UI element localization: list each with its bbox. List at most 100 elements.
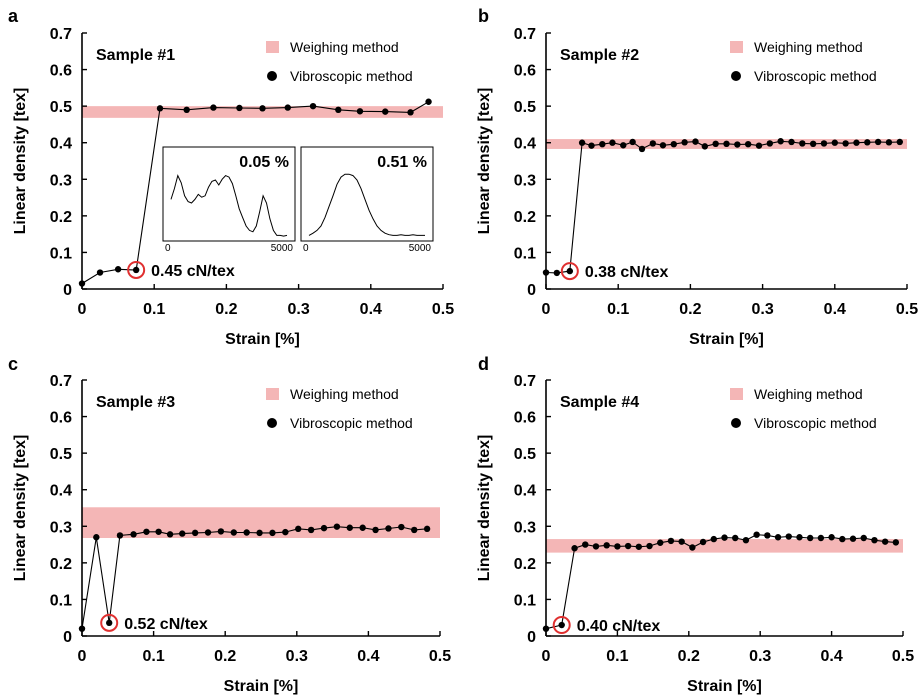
- data-point: [820, 140, 828, 147]
- inset-label: 0.05 %: [239, 154, 289, 171]
- data-point: [256, 529, 263, 537]
- data-point: [788, 138, 795, 146]
- panel-d: d 0 0.1 0.2 0.3 0.4 0.5 0.6 0.7 0 0.1 0.2 0.3 0.4 0.5 S…: [476, 354, 914, 695]
- data-point: [542, 625, 550, 632]
- data-point: [599, 140, 606, 148]
- x-tick-label: 0.1: [142, 648, 164, 665]
- data-point: [635, 543, 643, 550]
- data-point: [592, 543, 600, 550]
- data-point: [155, 528, 162, 535]
- sample-title: Sample #3: [96, 394, 175, 411]
- y-axis-label: Linear density [tex]: [12, 435, 29, 582]
- inset-spectrum-line: [170, 174, 288, 237]
- data-point: [335, 106, 342, 114]
- data-point: [259, 105, 266, 112]
- legend-vibroscopic-label: Vibroscopic method: [754, 68, 877, 84]
- data-point: [871, 536, 878, 544]
- data-point: [774, 534, 782, 541]
- legend-weighing-label: Weighing method: [290, 39, 399, 55]
- legend-weighing-label: Weighing method: [754, 39, 863, 55]
- legend-band-swatch: [730, 41, 743, 53]
- y-tick-label: 0.1: [50, 592, 72, 609]
- panel-b: b 0 0.1 0.2 0.3 0.4 0.5 0.6 0.7 0 0.1 0.2 0.3 0.4 0.5 S…: [476, 6, 918, 348]
- data-point: [542, 269, 550, 276]
- y-tick-label: 0: [63, 629, 72, 646]
- data-point: [320, 524, 328, 532]
- data-point: [603, 542, 610, 549]
- vibroscopic-line: [81, 526, 428, 629]
- data-point: [295, 525, 302, 533]
- x-tick-label: 0.5: [896, 301, 918, 318]
- inset-tick-label: 0: [165, 243, 171, 254]
- panel-c: c 0 0.1 0.2 0.3 0.4 0.5 0.6 0.7 0 0.1 0.2 0.3 0.4 0.5 S…: [8, 354, 451, 695]
- y-tick-label: 0.3: [50, 172, 72, 189]
- legend-band-swatch: [266, 41, 279, 53]
- x-tick-label: 0.4: [820, 648, 842, 665]
- data-point: [609, 139, 616, 146]
- x-tick-label: 0.1: [606, 648, 628, 665]
- inset-frame: [162, 146, 296, 242]
- y-tick-label: 0: [527, 282, 536, 299]
- data-point: [156, 105, 164, 112]
- panel-a: a 0 0.1 0.2 0.3 0.4 0.5 0.6 0.7 0 0.1 0.2 0.3 0.4 0.5 S…: [8, 6, 454, 348]
- data-point: [723, 140, 730, 148]
- data-point: [78, 625, 86, 632]
- x-tick-label: 0: [542, 301, 551, 318]
- data-point: [860, 534, 867, 542]
- data-point: [766, 140, 774, 147]
- data-point: [566, 267, 574, 275]
- legend-dot-swatch: [731, 418, 741, 428]
- x-tick-label: 0.4: [824, 301, 846, 318]
- inset-tick-label: 0: [303, 243, 309, 254]
- y-tick-label: 0.3: [514, 519, 536, 536]
- inset-tick-label: 5000: [409, 243, 432, 254]
- data-point: [236, 104, 243, 112]
- data-point: [93, 534, 100, 541]
- data-point: [874, 138, 882, 146]
- y-tick-label: 0: [527, 629, 536, 646]
- vibroscopic-line: [545, 140, 900, 274]
- x-tick-label: 0.5: [892, 648, 914, 665]
- data-point: [143, 528, 150, 535]
- legend-vibroscopic-label: Vibroscopic method: [290, 415, 413, 431]
- y-tick-label: 0.7: [50, 373, 72, 390]
- inset-2: 0.51 % 0 5000: [300, 146, 434, 254]
- legend-band-swatch: [730, 388, 743, 400]
- x-tick-label: 0: [78, 648, 87, 665]
- weighing-band: [546, 539, 903, 553]
- data-point: [796, 534, 803, 541]
- x-tick-label: 0.2: [214, 648, 236, 665]
- data-point: [892, 539, 900, 546]
- data-point: [657, 539, 664, 546]
- x-tick-label: 0.2: [215, 301, 237, 318]
- stiffness-annotation: 0.38 cN/tex: [585, 264, 669, 281]
- data-point: [732, 534, 739, 542]
- data-point: [78, 280, 86, 287]
- sample-title: Sample #1: [96, 47, 175, 64]
- data-point: [842, 140, 849, 147]
- data-point: [806, 534, 814, 542]
- y-axis-label: Linear density [tex]: [476, 88, 493, 235]
- data-point: [578, 139, 586, 146]
- x-tick-label: 0.5: [432, 301, 454, 318]
- data-point: [571, 545, 578, 552]
- inset-frame: [300, 146, 434, 242]
- panel-letter: c: [8, 354, 18, 374]
- data-point: [333, 523, 341, 530]
- x-tick-label: 0.3: [286, 648, 308, 665]
- y-tick-label: 0.5: [50, 446, 72, 463]
- y-tick-label: 0.2: [514, 209, 536, 226]
- highlight-circle: [560, 262, 579, 281]
- highlight-circle: [127, 260, 146, 279]
- data-point: [881, 538, 889, 545]
- data-point: [614, 543, 621, 550]
- data-point: [282, 528, 289, 536]
- data-point: [96, 269, 104, 276]
- data-point: [346, 524, 353, 531]
- data-point: [423, 525, 431, 533]
- data-point: [359, 524, 366, 531]
- data-point: [710, 535, 717, 543]
- data-point: [649, 140, 657, 147]
- highlight-circle: [552, 616, 571, 635]
- legend-weighing-label: Weighing method: [290, 386, 399, 402]
